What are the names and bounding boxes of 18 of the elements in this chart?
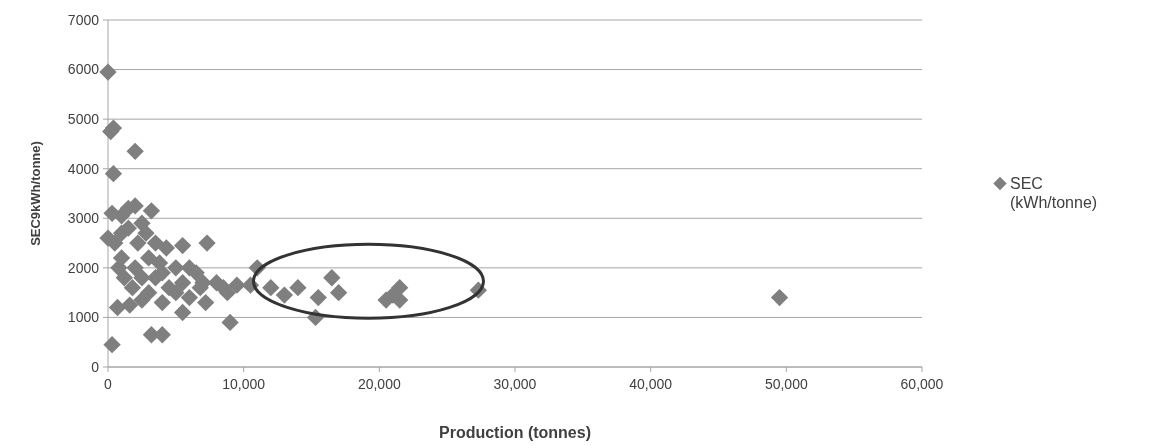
x-tick-label: 20,000: [357, 376, 401, 392]
y-tick-label: 0: [91, 358, 100, 375]
legend-label: SEC (kWh/tonne): [1010, 175, 1098, 212]
y-tick-label: 7000: [67, 11, 100, 28]
x-tick-label: 30,000: [493, 376, 537, 392]
y-tick-label: 6000: [67, 61, 100, 78]
y-tick-label: 3000: [67, 210, 100, 227]
x-tick-label: 10,000: [222, 376, 266, 392]
y-axis-title: SEC9kWh/tonne): [28, 141, 43, 246]
x-tick-label: 60,000: [900, 376, 944, 392]
x-tick-label: 50,000: [764, 376, 808, 392]
y-tick-label: 5000: [67, 111, 100, 128]
y-tick-label: 2000: [67, 259, 100, 276]
x-axis-title: Production (tonnes): [439, 424, 591, 441]
x-tick-label: 0: [104, 376, 113, 392]
x-tick-label: 40,000: [629, 376, 673, 392]
y-tick-label: 1000: [67, 309, 100, 326]
y-tick-label: 4000: [67, 160, 100, 177]
